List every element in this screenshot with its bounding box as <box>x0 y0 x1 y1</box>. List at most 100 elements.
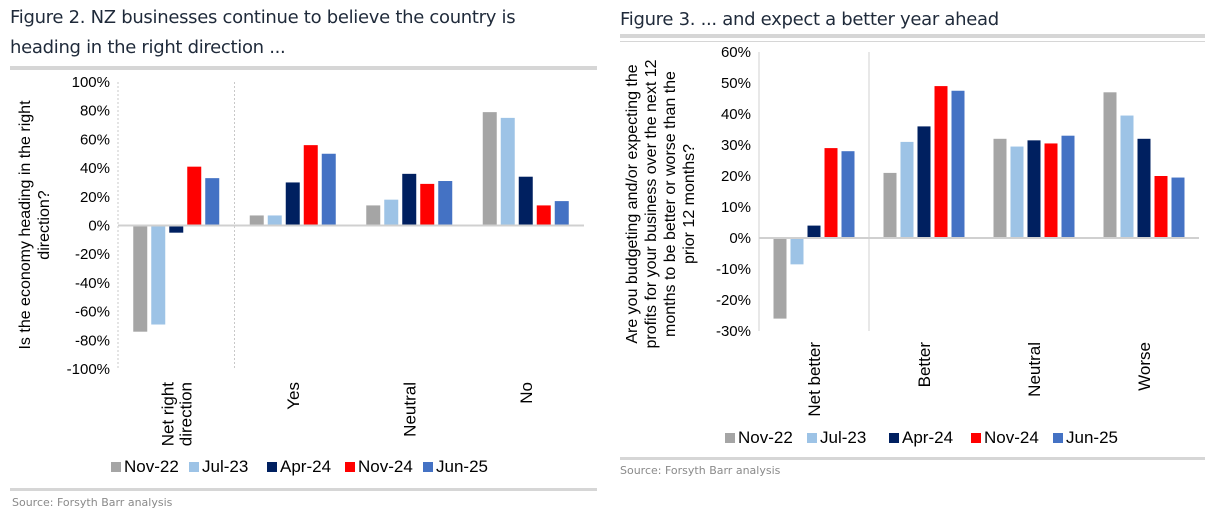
legend-swatch-jul-23 <box>189 462 199 472</box>
y-tick-label: 30% <box>721 137 751 154</box>
fig2-title-line2: heading in the right direction ... <box>10 37 286 58</box>
legend-swatch-jul-23 <box>807 433 817 443</box>
fig3-title-rule <box>620 34 1205 38</box>
bar-jul-23 <box>790 238 804 265</box>
fig3-top-border <box>620 41 1205 42</box>
legend-label: Apr-24 <box>280 457 331 476</box>
y-tick-label: 100% <box>72 74 110 91</box>
legend-swatch-nov-24 <box>971 433 981 443</box>
fig3-footer-rule <box>620 457 1205 460</box>
fig3-source: Source: Forsyth Barr analysis <box>620 464 781 477</box>
bar-nov-22 <box>133 225 148 332</box>
y-tick-label: -20% <box>75 246 110 263</box>
legend-label: Jun-25 <box>436 457 488 476</box>
fig3-title: Figure 3. ... and expect a better year a… <box>620 9 999 30</box>
bar-nov-24 <box>1154 176 1168 238</box>
y-axis-title: Are you budgeting and/or expecting the <box>624 64 641 343</box>
bar-nov-24 <box>824 148 838 238</box>
bar-nov-22 <box>482 112 497 226</box>
bar-jun-25 <box>1171 177 1185 238</box>
bar-nov-24 <box>187 166 202 226</box>
bar-jun-25 <box>205 178 220 226</box>
bar-jul-23 <box>1010 146 1024 238</box>
category-label: Worse <box>1135 342 1154 391</box>
y-tick-label: -10% <box>716 261 751 278</box>
bar-nov-22 <box>1103 92 1117 238</box>
category-label: Net right <box>158 382 177 447</box>
bar-apr-24 <box>518 176 533 226</box>
y-tick-label: 0% <box>88 218 110 235</box>
bar-nov-24 <box>420 183 435 226</box>
category-label: direction <box>176 382 195 446</box>
legend-label: Nov-22 <box>124 457 179 476</box>
y-tick-label: 20% <box>80 189 110 206</box>
y-tick-label: 60% <box>80 131 110 148</box>
fig2-title-rule <box>10 66 597 70</box>
y-tick-label: -100% <box>67 361 110 378</box>
legend-swatch-apr-24 <box>267 462 277 472</box>
bar-jun-25 <box>951 90 965 238</box>
legend-label: Jul-23 <box>202 457 248 476</box>
bar-apr-24 <box>1027 140 1041 238</box>
bar-apr-24 <box>285 182 300 226</box>
legend-swatch-nov-24 <box>345 462 355 472</box>
legend-swatch-nov-22 <box>111 462 121 472</box>
y-axis-title: direction? <box>36 190 53 259</box>
bar-jul-23 <box>500 117 515 226</box>
y-tick-label: 50% <box>721 75 751 92</box>
fig2-source: Source: Forsyth Barr analysis <box>12 496 173 509</box>
fig3-chart: 60% 50% 40% 30% 20% 10% 0% -10% -20% -30% Net bett… <box>624 44 1199 447</box>
y-tick-label: 40% <box>721 106 751 123</box>
y-tick-label: 20% <box>721 168 751 185</box>
bar-nov-22 <box>366 205 381 226</box>
bar-jul-23 <box>151 225 166 325</box>
bar-nov-24 <box>303 145 318 226</box>
bar-apr-24 <box>917 126 931 238</box>
y-tick-label: 10% <box>721 199 751 216</box>
bar-nov-22 <box>993 138 1007 238</box>
legend-swatch-nov-22 <box>725 433 735 443</box>
bar-nov-24 <box>934 86 948 238</box>
y-tick-label: 40% <box>80 160 110 177</box>
y-tick-label: 80% <box>80 103 110 120</box>
y-axis-title: Is the economy heading in the right <box>17 100 34 350</box>
bar-jun-25 <box>841 151 855 238</box>
bar-nov-22 <box>249 215 264 226</box>
y-tick-label: -20% <box>716 292 751 309</box>
bar-apr-24 <box>807 225 821 238</box>
bar-jun-25 <box>1061 135 1075 238</box>
bar-jun-25 <box>554 201 569 226</box>
y-axis-title: profits for your business over the next … <box>643 59 660 348</box>
bar-apr-24 <box>1137 138 1151 238</box>
bar-nov-24 <box>1044 143 1058 238</box>
bar-jul-23 <box>1120 115 1134 238</box>
y-tick-label: -80% <box>75 332 110 349</box>
bar-apr-24 <box>402 173 417 226</box>
bar-nov-24 <box>536 205 551 226</box>
bar-nov-22 <box>883 172 897 238</box>
legend-label: Jul-23 <box>820 428 866 447</box>
y-tick-label: -40% <box>75 275 110 292</box>
category-label: No <box>517 382 536 404</box>
legend-swatch-apr-24 <box>889 433 899 443</box>
bar-jun-25 <box>321 153 336 226</box>
category-label: Better <box>915 342 934 388</box>
legend-label: Nov-22 <box>738 428 793 447</box>
y-tick-label: 0% <box>729 230 751 247</box>
fig2-footer-rule <box>10 488 597 491</box>
y-axis-title: months to be better or worse than the <box>662 71 679 337</box>
legend-swatch-jun-25 <box>423 462 433 472</box>
bar-jul-23 <box>900 141 914 238</box>
y-tick-label: -60% <box>75 304 110 321</box>
bar-jun-25 <box>438 181 453 226</box>
y-tick-label: 60% <box>721 44 751 61</box>
bar-jul-23 <box>384 199 399 226</box>
legend-label: Jun-25 <box>1066 428 1118 447</box>
category-label: Net better <box>805 342 824 417</box>
category-label: Yes <box>284 382 303 410</box>
legend-label: Apr-24 <box>902 428 953 447</box>
bar-apr-24 <box>169 225 184 233</box>
fig2-title-line1: Figure 2. NZ businesses continue to beli… <box>10 7 516 28</box>
y-axis-title: prior 12 months? <box>681 144 698 264</box>
legend-swatch-jun-25 <box>1053 433 1063 443</box>
